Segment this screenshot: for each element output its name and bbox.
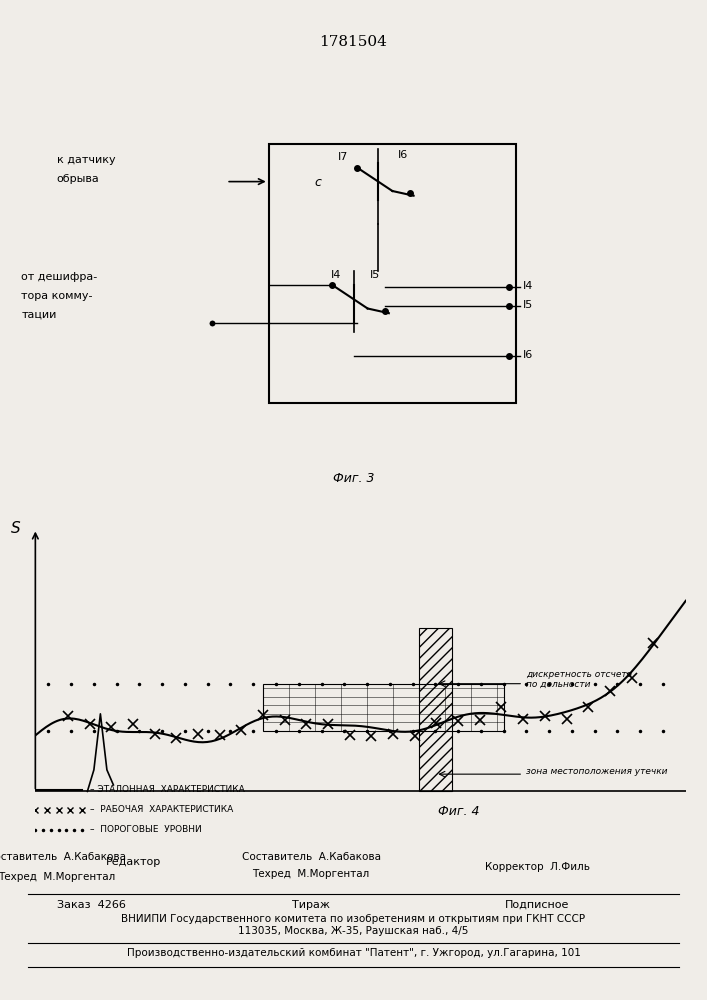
Text: c: c [315, 176, 322, 189]
Text: I6: I6 [398, 150, 408, 160]
Text: S: S [11, 521, 21, 536]
Text: I6: I6 [523, 350, 533, 360]
Text: Заказ  4266: Заказ 4266 [57, 900, 125, 910]
Text: Редактор: Редактор [106, 857, 161, 867]
Text: Составитель  А.Кабакова: Составитель А.Кабакова [242, 852, 380, 862]
Text: I5: I5 [523, 300, 533, 310]
Text: 113035, Москва, Ж-35, Раушская наб., 4/5: 113035, Москва, Ж-35, Раушская наб., 4/5 [238, 926, 469, 936]
Text: –  РАБОЧАЯ  ХАРАКТЕРИСТИКА: – РАБОЧАЯ ХАРАКТЕРИСТИКА [90, 806, 233, 814]
Bar [263, 684, 503, 731]
Text: Тираж: Тираж [292, 900, 330, 910]
Text: 1781504: 1781504 [320, 35, 387, 49]
Text: Техред  М.Моргентал: Техред М.Моргентал [0, 872, 115, 882]
Text: I4: I4 [331, 270, 341, 280]
Text: зона местоположения утечки: зона местоположения утечки [527, 768, 668, 776]
Text: Составитель  А.Кабакова: Составитель А.Кабакова [0, 852, 126, 862]
Text: I7: I7 [338, 152, 348, 162]
Text: –  ПОРОГОВЫЕ  УРОВНИ: – ПОРОГОВЫЕ УРОВНИ [90, 826, 201, 834]
Text: Подписное: Подписное [505, 900, 570, 910]
Text: тации: тации [21, 310, 57, 320]
Text: I5: I5 [370, 270, 380, 280]
Text: ВНИИПИ Государственного комитета по изобретениям и открытиям при ГКНТ СССР: ВНИИПИ Государственного комитета по изоб… [122, 914, 585, 924]
Text: Корректор  Л.Филь: Корректор Л.Филь [485, 862, 590, 872]
Text: от дешифра-: от дешифра- [21, 272, 98, 282]
Text: I4: I4 [523, 281, 534, 291]
Bar [269, 144, 516, 402]
Text: – ЭТАЛОННАЯ  ХАРАКТЕРИСТИКА: – ЭТАЛОННАЯ ХАРАКТЕРИСТИКА [90, 786, 245, 794]
Text: тора комму-: тора комму- [21, 291, 93, 301]
Bar [419, 628, 452, 791]
Text: Фиг. 3: Фиг. 3 [333, 472, 374, 485]
Text: Фиг. 4: Фиг. 4 [438, 805, 480, 818]
Text: к датчику: к датчику [57, 155, 115, 165]
Text: Производственно-издательский комбинат "Патент", г. Ужгород, ул.Гагарина, 101: Производственно-издательский комбинат "П… [127, 948, 580, 958]
Text: обрыва: обрыва [57, 174, 99, 184]
Text: Техред  М.Моргентал: Техред М.Моргентал [252, 869, 370, 879]
Text: дискретность отсчета
по дольности: дискретность отсчета по дольности [527, 670, 633, 689]
